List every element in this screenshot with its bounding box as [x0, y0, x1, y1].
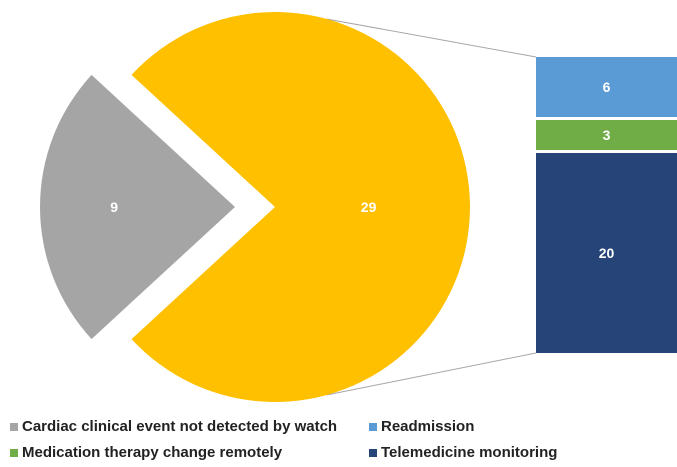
legend-item-not-detected: Cardiac clinical event not detected by w…: [10, 418, 337, 435]
legend-swatch-telemedicine: [369, 448, 377, 457]
pie-slice-not-detected: [39, 74, 235, 340]
legend-swatch-medication: [10, 448, 18, 457]
pie-label-not-detected: 9: [110, 199, 118, 215]
legend-label-telemedicine: Telemedicine monitoring: [381, 444, 558, 461]
legend-item-readmission: Readmission: [369, 418, 474, 435]
pie-group: 9 29: [39, 11, 471, 402]
bar-segment-telemedicine: [536, 153, 677, 353]
legend-swatch-not-detected: [10, 422, 18, 431]
legend-label-not-detected: Cardiac clinical event not detected by w…: [22, 418, 338, 435]
legend-swatch-readmission: [369, 422, 377, 431]
legend-label-readmission: Readmission: [381, 418, 475, 435]
connector-line-bottom: [327, 352, 537, 396]
pie-slice-detected: [131, 11, 471, 402]
legend-item-medication: Medication therapy change remotely: [10, 444, 282, 461]
legend-item-telemedicine: Telemedicine monitoring: [369, 444, 557, 461]
legend-label-medication: Medication therapy change remotely: [22, 444, 283, 461]
bar-stack-group: 6 3 20: [536, 57, 677, 353]
bar-label-telemedicine: 20: [599, 245, 615, 261]
connector-line-top: [327, 18, 537, 58]
connector-lines: [327, 18, 537, 396]
bar-of-pie-chart: 9 29 6 3 20: [39, 11, 677, 402]
bar-segment-readmission: [536, 57, 677, 117]
bar-label-medication: 3: [603, 127, 611, 143]
bar-label-readmission: 6: [603, 79, 611, 95]
pie-label-detected: 29: [361, 199, 377, 215]
bar-segment-medication: [536, 120, 677, 150]
